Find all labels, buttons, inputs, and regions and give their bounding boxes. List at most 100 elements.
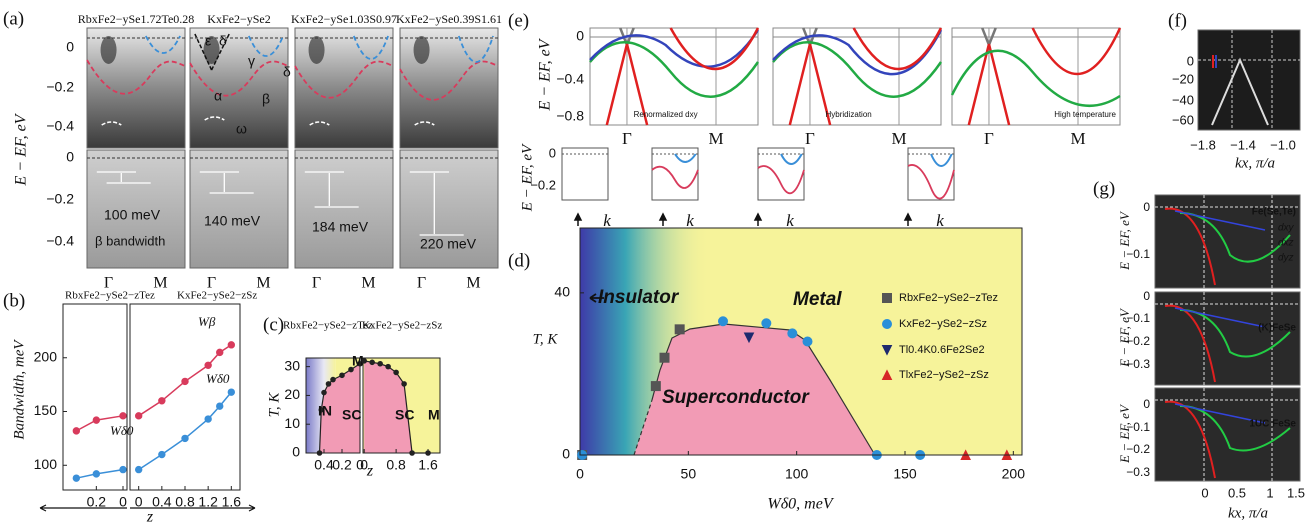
marker [134, 465, 143, 474]
x-tick-label: 0 [576, 466, 584, 482]
chart-title: KxFe2−ySe2−zSz [177, 290, 257, 302]
delta-band [145, 35, 181, 54]
k-label: k [603, 211, 611, 230]
marker [227, 388, 236, 396]
band [788, 43, 832, 126]
beta-band [189, 60, 289, 97]
arpes-image [86, 149, 186, 269]
gamma-spot [100, 36, 117, 64]
legend-label: KxFe2−ySe2−zSz [899, 318, 987, 330]
y-tick-label: 0 [66, 149, 74, 165]
y-axis-label: E − EF, eV [1117, 307, 1132, 368]
x-axis-label: kx, π/a [1228, 505, 1268, 521]
omega-band [414, 121, 435, 126]
region-label: SC [395, 407, 414, 423]
band [674, 153, 697, 163]
bandwidth-label: 100 meV [104, 207, 161, 223]
marker [119, 465, 127, 474]
y-tick-label: 100 [34, 456, 58, 472]
marker [761, 318, 772, 329]
band [1031, 27, 1122, 75]
arpes-image [399, 149, 499, 269]
chart-title: RbxFe2−ySe2−zTez [65, 290, 155, 302]
bandwidth-label: 220 meV [420, 236, 477, 252]
band [780, 153, 803, 165]
bandwidth-label: 184 meV [312, 219, 369, 235]
x-tick-label: 0.4 [314, 457, 334, 473]
band [1164, 304, 1216, 383]
x-tick-label: 0 [360, 457, 368, 473]
gamma-spot [413, 36, 430, 64]
series-label: Wδ0 [206, 371, 230, 386]
series-label: Wβ [198, 314, 216, 329]
x-axis-label: kx, π/a [1235, 155, 1275, 171]
marker [134, 412, 143, 420]
x-tick-label: 200 [1002, 466, 1026, 482]
legend-label: Tl0.4K0.6Fe2Se2 [899, 344, 985, 356]
band [772, 41, 943, 98]
marker [181, 434, 189, 443]
y-tick-label: −0.2 [1126, 334, 1150, 348]
arrow [658, 212, 668, 226]
x-tick-label: M [361, 275, 375, 292]
marker [181, 377, 189, 386]
x-tick-label: 0 [1201, 485, 1208, 500]
y-axis-label: T, K [266, 392, 282, 418]
x-tick-label: 0.4 [152, 494, 172, 510]
region-label: M [428, 407, 440, 423]
omega-band [204, 116, 225, 121]
marker [92, 470, 101, 478]
gamma-spot [308, 36, 325, 64]
annotation: β bandwidth [95, 233, 165, 248]
marker [718, 316, 728, 327]
x-tick-label: 0.2 [87, 494, 107, 510]
x-tick-label: 1.2 [198, 494, 218, 510]
inset [561, 147, 609, 201]
orbital-label: dxz [1278, 238, 1294, 249]
y-tick-label: 10 [284, 415, 300, 431]
marker [674, 324, 685, 335]
y-tick-label: −0.2 [530, 177, 556, 192]
y-tick-label: −0.4 [46, 233, 74, 249]
y-tick-label: −0.3 [1126, 357, 1150, 371]
marker [158, 397, 166, 405]
x-tick-label: 0.2 [332, 457, 352, 473]
region-label: M [352, 353, 364, 369]
y-tick-label: 150 [34, 402, 58, 418]
x-tick-label: Γ [417, 275, 426, 292]
y-tick-label: −0.4 [46, 118, 74, 134]
omega-band [101, 121, 122, 126]
marker [881, 345, 893, 356]
marker [882, 293, 892, 303]
x-tick-label: M [466, 275, 480, 292]
y-tick-label: 0 [1143, 200, 1150, 214]
delta-band [457, 35, 494, 63]
marker [369, 359, 375, 366]
x-tick-label: M [708, 129, 723, 148]
x-tick-label: 50 [681, 466, 697, 482]
x-axis-label: z [366, 463, 374, 480]
marker [204, 415, 212, 423]
band-label: δ [219, 33, 227, 49]
x-tick-label: −1.8 [1190, 137, 1216, 152]
marker [72, 427, 81, 435]
x-tick-label: 0 [356, 457, 364, 473]
region-label: SC [342, 407, 361, 423]
x-tick-label: Γ [312, 275, 321, 292]
x-tick-label: M [1070, 129, 1085, 148]
panel-label: (e) [508, 10, 529, 31]
y-tick-label: −60 [1172, 112, 1194, 127]
chart-title: KxFe2−ySe2−zSz [362, 320, 442, 332]
direction-arrow [39, 504, 256, 512]
beta-band [294, 60, 394, 99]
y-tick-label: −0.1 [1126, 311, 1150, 325]
sc-region [634, 324, 875, 455]
k-label: k [936, 211, 944, 230]
marker [158, 450, 166, 459]
marker [743, 332, 755, 344]
marker [330, 376, 336, 383]
marker [216, 348, 224, 357]
phase-boundary [633, 399, 653, 456]
marker [227, 341, 236, 349]
